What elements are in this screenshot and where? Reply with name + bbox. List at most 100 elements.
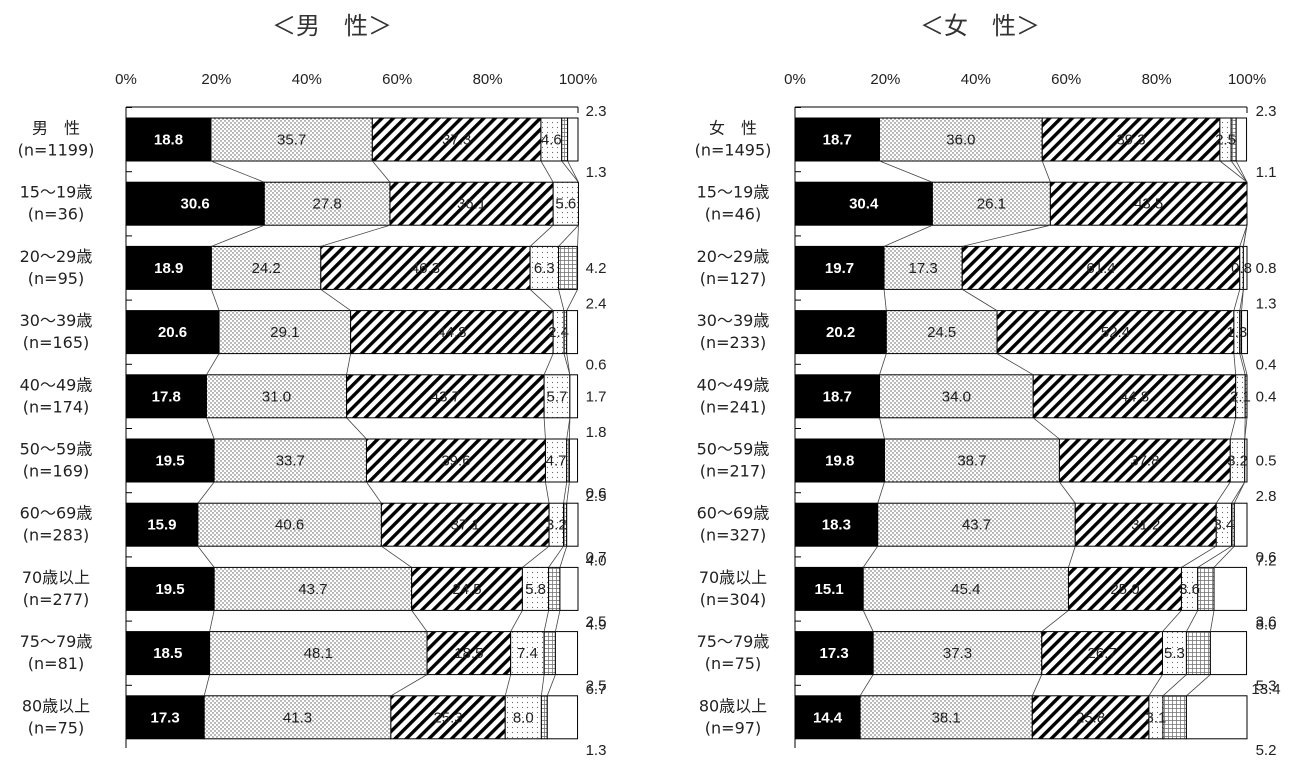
segment-value-label: 19.5: [155, 581, 184, 598]
connector-line: [1244, 417, 1248, 440]
connector-line: [862, 545, 879, 568]
bar-segment: [1242, 245, 1248, 290]
connector-line: [522, 545, 550, 568]
connector-line: [1186, 674, 1211, 697]
segment-value-label: 35.7: [277, 132, 306, 149]
segment-value-label: 38.1: [932, 709, 961, 726]
bar-segment: [1185, 631, 1211, 676]
segment-value-label: 40.6: [275, 517, 304, 534]
segment-value-label: 2.5: [586, 488, 607, 505]
segment-value-label: 18.7: [823, 132, 852, 149]
connector-line: [548, 545, 564, 568]
connector-line: [996, 353, 1034, 376]
segment-value-label: 17.3: [909, 260, 938, 277]
bar-segment: [390, 695, 506, 740]
bar-segment: [529, 245, 560, 290]
segment-value-label: 15.1: [815, 581, 844, 598]
bar-segment: [1031, 695, 1150, 740]
connector-line: [540, 160, 554, 183]
category-n-label: (n=169): [23, 462, 90, 481]
connector-line: [1209, 610, 1215, 632]
connector-line: [211, 224, 265, 247]
category-label: 15～19歳: [697, 183, 770, 202]
segment-value-label: 26.7: [1088, 645, 1117, 662]
bar-segment: [320, 245, 531, 290]
connector-line: [1235, 160, 1248, 183]
bar-segment: [210, 245, 322, 290]
bar-segment: [504, 695, 542, 740]
category-n-label: (n=283): [23, 526, 90, 545]
bar-segment: [883, 438, 1060, 483]
segment-value-label: 37.3: [943, 645, 972, 662]
bar-segment: [862, 566, 1069, 611]
bar-segment: [543, 374, 571, 419]
segment-value-label: 37.1: [451, 517, 480, 534]
bar-segment: [794, 245, 885, 290]
bar-segment: [346, 374, 545, 419]
category-n-label: (n=46): [705, 205, 761, 224]
connector-line: [1162, 610, 1182, 632]
bar-segment: [794, 631, 874, 676]
category-label: 40～49歳: [20, 375, 93, 394]
connector-line: [962, 224, 1051, 247]
category-n-label: (n=75): [705, 654, 761, 673]
category-n-label: (n=1495): [695, 141, 772, 160]
segment-value-label: 5.2: [1256, 742, 1277, 759]
connector-line: [879, 160, 933, 183]
connector-line: [1239, 225, 1248, 247]
category-n-label: (n=36): [28, 205, 84, 224]
connector-line: [546, 674, 556, 696]
connector-line: [558, 289, 565, 311]
segment-value-label: 43.7: [431, 388, 460, 405]
connector-line: [540, 674, 545, 696]
segment-value-label: 0.6: [586, 485, 607, 502]
segment-value-label: 0.4: [1256, 388, 1277, 405]
segment-value-label: 3.2: [1227, 453, 1248, 470]
segment-value-label: 33.7: [276, 453, 305, 470]
segment-value-label: 34.0: [942, 388, 971, 405]
connector-line: [209, 610, 215, 632]
segment-value-label: 18.7: [823, 388, 852, 405]
segment-value-label: 1.1: [1256, 164, 1277, 181]
segment-value-label: 0.8: [1256, 260, 1277, 277]
connector-line: [1148, 674, 1163, 697]
category-label: 75～79歳: [20, 632, 93, 651]
bar-segment: [859, 695, 1033, 740]
connector-line: [1059, 481, 1076, 504]
connector-line: [320, 289, 351, 311]
connector-line: [883, 289, 887, 311]
connector-line: [1181, 545, 1217, 568]
bar-segment: [794, 566, 864, 611]
segment-value-label: 15.9: [147, 517, 176, 534]
category-label: 20～29歳: [20, 247, 93, 266]
category-n-label: (n=277): [23, 590, 90, 609]
category-label: 15～19歳: [20, 183, 93, 202]
category-n-label: (n=1199): [18, 141, 95, 160]
segment-value-label: 44.8: [1120, 388, 1149, 405]
connector-line: [1032, 417, 1060, 440]
category-n-label: (n=95): [28, 269, 84, 288]
connector-line: [366, 481, 382, 504]
bar-segment: [125, 374, 207, 419]
segment-value-label: 0.6: [586, 357, 607, 374]
bar-segment: [877, 502, 1076, 547]
segment-value-label: 5.6: [555, 196, 576, 213]
segment-value-label: 4.6: [541, 132, 562, 149]
connector-line: [566, 353, 571, 375]
connector-line: [504, 674, 512, 696]
segment-value-label: 2.3: [1256, 103, 1277, 120]
bar-segment: [521, 566, 550, 611]
connector-line: [1213, 545, 1235, 568]
bar-segment: [996, 310, 1235, 355]
segment-value-label: 25.3: [433, 709, 462, 726]
category-n-label: (n=304): [700, 590, 767, 609]
bar-segment: [371, 117, 542, 162]
segment-value-label: 31.0: [262, 388, 291, 405]
bar-segment: [1235, 117, 1248, 162]
connector-line: [206, 417, 215, 440]
bar-segment: [1233, 502, 1248, 547]
segment-value-label: 8.0: [1256, 617, 1277, 634]
connector-line: [883, 224, 933, 247]
segment-value-label: 2.5: [586, 678, 607, 695]
x-tick-label: 60%: [1051, 71, 1081, 88]
